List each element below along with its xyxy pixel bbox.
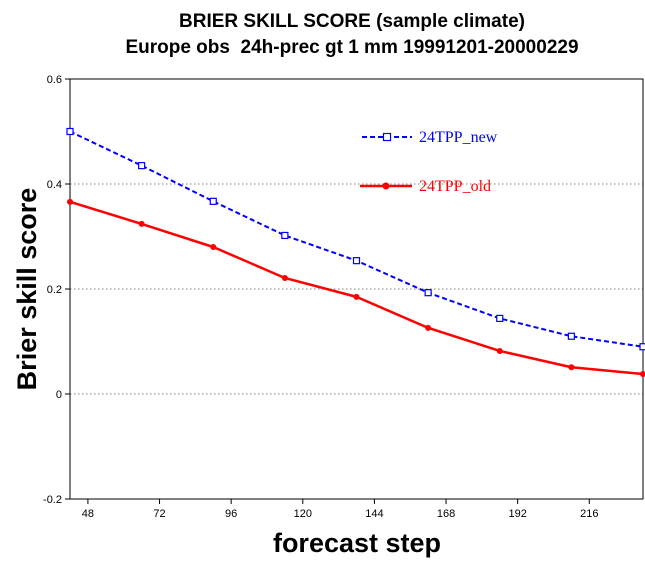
y-tick-label: 0.4 bbox=[47, 179, 62, 191]
data-point-24TPP-new bbox=[567, 332, 575, 340]
x-tick-label: 144 bbox=[365, 508, 383, 520]
y-tick-label: 0 bbox=[56, 389, 62, 401]
data-point-24TPP-old bbox=[353, 293, 360, 300]
axis-ticks: -0.2 0 0.2 0.4 0.6 48 72 96 120 144 168 192 216 bbox=[43, 74, 598, 520]
x-tick-label: 216 bbox=[580, 508, 598, 520]
data-point-24TPP-new bbox=[496, 314, 504, 322]
series-line-24TPP-old bbox=[69, 200, 644, 376]
data-point-24TPP-new bbox=[352, 257, 361, 265]
legend-label-24TPP-old: 24TPP_old bbox=[419, 178, 491, 195]
y-axis-title: Brier skill score bbox=[12, 188, 42, 391]
data-point-24TPP-old bbox=[496, 347, 503, 354]
legend: 24TPP_new 24TPP_old bbox=[360, 129, 498, 195]
data-point-24TPP-old bbox=[425, 324, 432, 331]
y-tick-label: 0.2 bbox=[47, 284, 62, 296]
gridlines bbox=[70, 183, 643, 395]
x-tick-label: 48 bbox=[82, 508, 94, 520]
data-point-24TPP-new bbox=[639, 343, 645, 351]
data-point-24TPP-new bbox=[424, 289, 432, 297]
data-point-24TPP-new bbox=[138, 162, 146, 170]
x-tick-label: 96 bbox=[225, 508, 237, 520]
chart-subtitle: Europe obs 24h-prec gt 1 mm 19991201-200… bbox=[125, 37, 578, 58]
y-tick-label: 0.6 bbox=[47, 74, 62, 86]
data-point-24TPP-new bbox=[209, 197, 217, 205]
data-point-24TPP-new bbox=[281, 231, 289, 240]
x-tick-label: 120 bbox=[294, 508, 312, 520]
legend-marker-24TPP-new bbox=[382, 132, 392, 142]
data-point-24TPP-new bbox=[66, 127, 74, 136]
data-point-24TPP-old bbox=[640, 371, 645, 378]
y-tick-label: -0.2 bbox=[43, 494, 62, 506]
data-point-24TPP-old bbox=[67, 198, 73, 205]
data-point-24TPP-old bbox=[138, 220, 145, 227]
plot-frame bbox=[69, 78, 644, 500]
x-tick-label: 72 bbox=[153, 508, 165, 520]
legend-label-24TPP-new: 24TPP_new bbox=[419, 129, 498, 146]
legend-marker-24TPP-old bbox=[382, 182, 390, 190]
data-point-24TPP-old bbox=[281, 274, 288, 281]
data-point-24TPP-old bbox=[210, 244, 217, 250]
chart-title: BRIER SKILL SCORE (sample climate) bbox=[179, 11, 525, 32]
data-point-24TPP-old bbox=[568, 364, 575, 371]
x-tick-label: 192 bbox=[508, 508, 526, 520]
x-tick-label: 168 bbox=[437, 508, 455, 520]
x-axis-title: forecast step bbox=[273, 528, 441, 558]
series-line-24TPP-new bbox=[69, 130, 644, 348]
series-layer bbox=[66, 127, 645, 378]
